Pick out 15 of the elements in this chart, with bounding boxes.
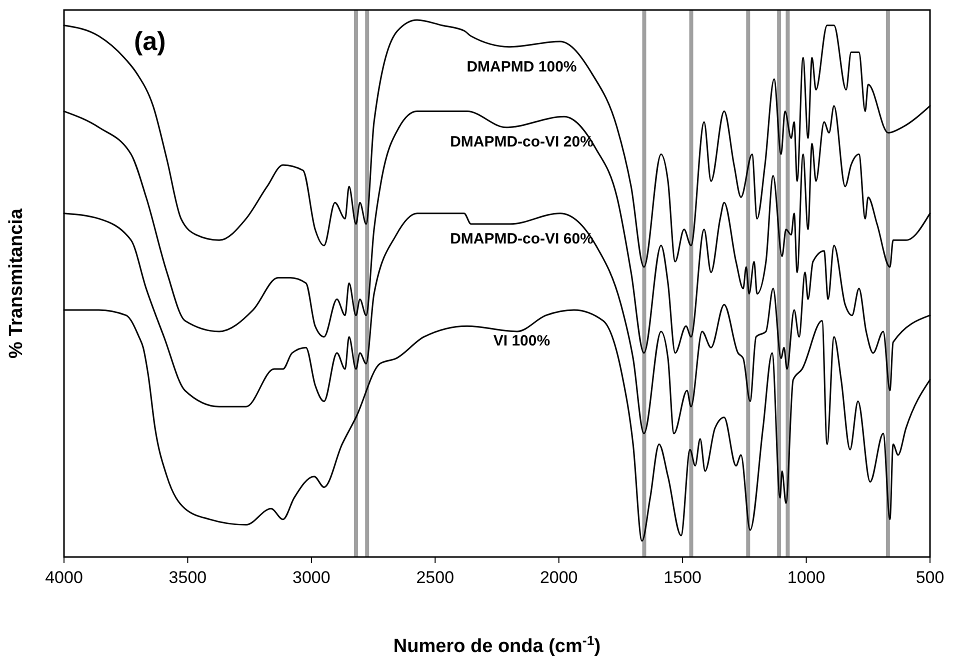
series-label: DMAPMD-co-VI 60% — [450, 230, 594, 248]
x-tick-label: 2000 — [540, 568, 578, 587]
x-axis-title: Numero de onda (cm$^{-1}$) — [393, 632, 601, 657]
x-tick-label: 500 — [916, 568, 944, 587]
annotation: (a) — [134, 26, 166, 56]
y-axis-title: % Transmitancia — [6, 208, 27, 358]
x-tick-label: 3000 — [292, 568, 330, 587]
series-label: DMAPMD 100% — [466, 58, 577, 76]
series-label: VI 100% — [493, 332, 550, 350]
x-tick-label: 4000 — [45, 568, 83, 587]
x-tick-label: 1000 — [787, 568, 826, 587]
x-tick-label: 1500 — [664, 568, 702, 587]
x-tick-label: 2500 — [416, 568, 454, 587]
x-tick-label: 3500 — [168, 568, 207, 587]
series-label: DMAPMD-co-VI 20% — [450, 134, 594, 151]
